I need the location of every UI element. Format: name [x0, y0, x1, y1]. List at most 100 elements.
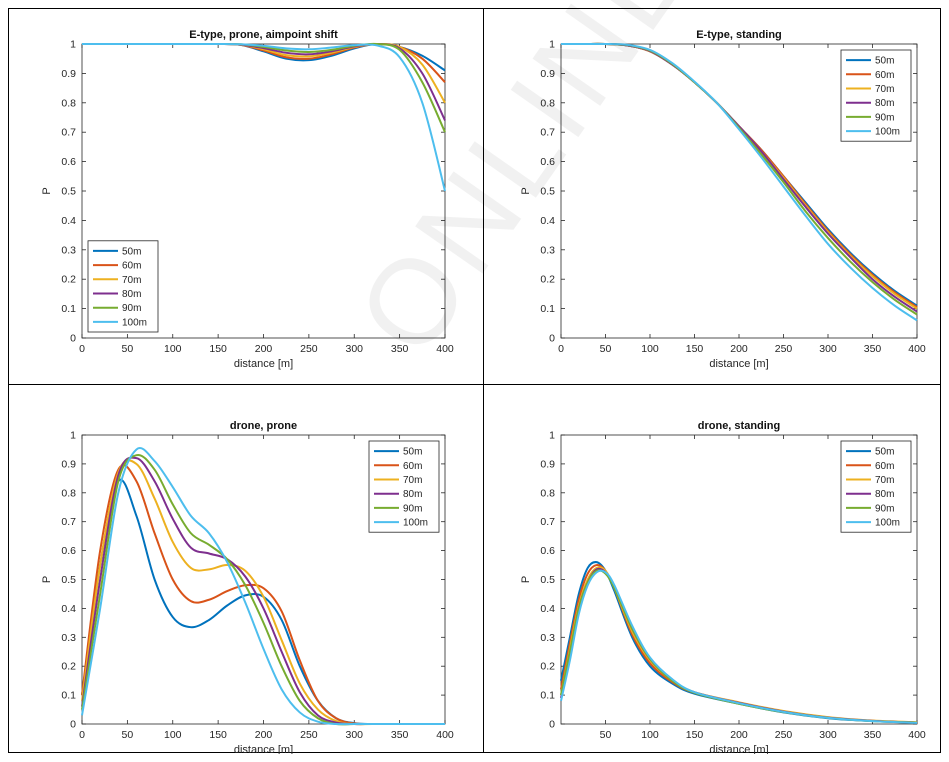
x-tick-label: 400: [436, 343, 454, 355]
x-tick-label: 0: [558, 343, 564, 355]
legend: 50m 60m 70m 80m 90m 100m: [87, 240, 159, 333]
y-tick-label: 0.2: [540, 661, 555, 673]
y-tick-label: 0.8: [540, 487, 555, 499]
legend: 50m 60m 70m 80m 90m 100m: [840, 49, 912, 142]
x-tick-label: 100: [641, 729, 659, 741]
legend-box: [87, 240, 159, 333]
y-tick-label: 0.7: [61, 516, 76, 528]
x-tick-label: 300: [345, 343, 363, 355]
legend-box: [840, 49, 912, 142]
x-tick-label: 350: [864, 343, 882, 355]
x-axis-label: distance [m]: [709, 358, 768, 370]
legend-label: 70m: [875, 475, 894, 486]
y-tick-label: 0.2: [540, 274, 555, 286]
x-tick-label: 0: [79, 729, 85, 741]
x-tick-label: 100: [164, 343, 182, 355]
y-tick-label: 0.8: [540, 97, 555, 109]
x-axis-label: distance [m]: [234, 744, 293, 754]
x-tick-label: 250: [300, 343, 318, 355]
panel-etype-prone: 0 50 100 150 200 250 300 350 400 0 0.1 0.2 0.3 0.4 0.5…: [8, 8, 484, 385]
legend: 50m 60m 70m 80m 90m 100m: [840, 440, 912, 533]
y-tick-label: 0.6: [540, 156, 555, 168]
series-line-100m: [81, 447, 445, 726]
series-line-100m: [561, 42, 918, 322]
legend-label: 90m: [875, 503, 894, 514]
legend-label: 60m: [875, 461, 894, 472]
x-tick-label: 200: [255, 729, 273, 741]
panel-etype-standing: 0 50 100 150 200 250 300 350 400 0 0.1 0.2 0.3 0.4 0.5…: [483, 8, 941, 385]
x-tick-label: 300: [819, 729, 837, 741]
legend-label: 70m: [875, 84, 894, 95]
panel-drone-standing: 50 100 150 200 250 300 350 400 0 0.1 0.2 0.3 0.4 0.5 0…: [483, 384, 941, 754]
legend-label: 100m: [122, 317, 147, 328]
y-tick-label: 0.6: [61, 156, 76, 168]
x-axis-label: distance [m]: [709, 744, 768, 754]
legend-label: 70m: [403, 475, 422, 486]
y-tick-label: 0.9: [540, 458, 555, 470]
legend-box: [368, 440, 440, 533]
y-tick-label: 0.4: [61, 603, 76, 615]
chart-svg: 0 50 100 150 200 250 300 350 400 0 0.1 0.2 0.3 0.4 0.5…: [520, 29, 926, 370]
x-tick-label: 100: [164, 729, 182, 741]
legend-label: 50m: [403, 447, 422, 458]
legend-label: 90m: [403, 503, 422, 514]
x-tick-label: 50: [122, 343, 134, 355]
x-tick-label: 350: [391, 729, 409, 741]
y-tick-label: 0.7: [540, 516, 555, 528]
x-tick-label: 400: [908, 729, 926, 741]
legend-label: 90m: [122, 303, 141, 314]
x-tick-label: 400: [436, 729, 454, 741]
x-tick-label: 250: [300, 729, 318, 741]
legend-label: 80m: [875, 98, 894, 109]
y-tick-label: 1: [70, 430, 76, 442]
legend-label: 50m: [875, 447, 894, 458]
series-line-100m: [82, 42, 446, 192]
chart-svg: 0 50 100 150 200 250 300 350 400 0 0.1 0.2 0.3 0.4 0.5…: [41, 29, 454, 370]
y-axis-label: P: [41, 576, 53, 583]
y-tick-label: 0.1: [540, 690, 555, 702]
x-tick-label: 50: [122, 729, 134, 741]
x-tick-label: 350: [391, 343, 409, 355]
chart-svg: 0 50 100 150 200 250 300 350 400 0 0.1 0.2 0.3 0.4 0.5…: [41, 420, 454, 754]
y-tick-label: 0.5: [61, 574, 76, 586]
y-axis-label: P: [41, 187, 53, 194]
x-tick-label: 50: [600, 729, 612, 741]
legend-box: [840, 440, 912, 533]
legend-label: 60m: [403, 461, 422, 472]
y-tick-label: 1: [549, 39, 555, 51]
legend-label: 60m: [875, 70, 894, 81]
y-tick-label: 1: [549, 430, 555, 442]
legend-label: 60m: [122, 261, 141, 272]
legend-label: 80m: [122, 289, 141, 300]
legend-label: 80m: [875, 489, 894, 500]
chart-title: E-type, prone, aimpoint shift: [189, 29, 338, 41]
y-tick-label: 0.4: [61, 215, 76, 227]
y-tick-label: 0.9: [61, 68, 76, 80]
y-tick-label: 0.5: [61, 186, 76, 198]
x-tick-label: 250: [775, 729, 793, 741]
x-tick-label: 0: [79, 343, 85, 355]
y-tick-label: 0.3: [540, 244, 555, 256]
y-axis-label: P: [520, 576, 532, 583]
x-tick-label: 150: [209, 729, 227, 741]
chart-svg: 50 100 150 200 250 300 350 400 0 0.1 0.2 0.3 0.4 0.5 0…: [520, 420, 926, 754]
x-tick-label: 200: [730, 343, 748, 355]
y-axis-label: P: [520, 187, 532, 194]
figure-grid: 0 50 100 150 200 250 300 350 400 0 0.1 0.2 0.3 0.4 0.5…: [8, 8, 941, 754]
y-tick-label: 0.8: [61, 97, 76, 109]
y-tick-label: 0.5: [540, 186, 555, 198]
legend-label: 100m: [403, 518, 428, 529]
x-axis-label: distance [m]: [234, 358, 293, 370]
y-tick-label: 0.3: [61, 244, 76, 256]
y-tick-label: 1: [70, 39, 76, 51]
y-tick-label: 0.1: [61, 690, 76, 702]
x-tick-label: 150: [209, 343, 227, 355]
y-tick-label: 0.7: [61, 127, 76, 139]
y-tick-label: 0.6: [540, 545, 555, 557]
x-tick-label: 50: [600, 343, 612, 355]
y-tick-label: 0.2: [61, 274, 76, 286]
x-tick-label: 300: [819, 343, 837, 355]
legend-label: 100m: [875, 127, 900, 138]
legend-label: 100m: [875, 518, 900, 529]
legend-label: 90m: [875, 112, 894, 123]
